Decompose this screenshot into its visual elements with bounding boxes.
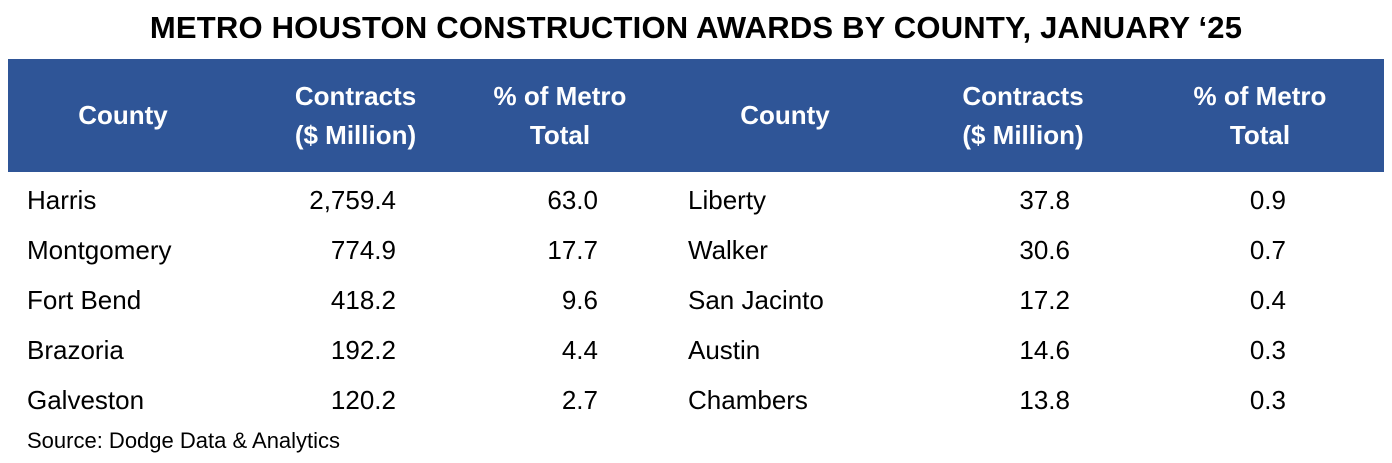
table-row: Galveston 120.2 2.7 Chambers 13.8 0.3 xyxy=(8,375,1384,425)
table-row: Fort Bend 418.2 9.6 San Jacinto 17.2 0.4 xyxy=(8,275,1384,325)
table-row: Harris 2,759.4 63.0 Liberty 37.8 0.9 xyxy=(8,175,1384,225)
county-name: Austin xyxy=(688,335,761,365)
metro-percent: 2.7 xyxy=(561,385,598,415)
table-row: Brazoria 192.2 4.4 Austin 14.6 0.3 xyxy=(8,325,1384,375)
metro-percent: 0.3 xyxy=(1249,385,1286,415)
header-pct-left-line2: Total xyxy=(529,119,591,150)
county-name: Liberty xyxy=(688,185,767,215)
metro-percent: 0.7 xyxy=(1249,235,1286,265)
contracts-value: 14.6 xyxy=(1019,335,1070,365)
contracts-value: 120.2 xyxy=(330,385,396,415)
contracts-value: 418.2 xyxy=(330,285,396,315)
contracts-value: 774.9 xyxy=(330,235,396,265)
header-pct-right-line1: % of Metro xyxy=(1193,80,1327,111)
table-row: Montgomery 774.9 17.7 Walker 30.6 0.7 xyxy=(8,225,1384,275)
header-pct-left: % of Metro Total xyxy=(470,59,650,172)
metro-percent: 9.6 xyxy=(561,285,598,315)
county-name: Fort Bend xyxy=(27,285,142,315)
county-name: Harris xyxy=(27,185,97,215)
contracts-value: 30.6 xyxy=(1019,235,1070,265)
header-contracts-right-line2: ($ Million) xyxy=(962,119,1084,150)
county-name: Galveston xyxy=(27,385,145,415)
header-pct-right: % of Metro Total xyxy=(1170,59,1350,172)
header-county-right: County xyxy=(715,59,855,172)
county-name: Brazoria xyxy=(27,335,124,365)
contracts-value: 2,759.4 xyxy=(309,185,396,215)
header-contracts-right-line1: Contracts xyxy=(962,80,1084,111)
header-contracts-left-line1: Contracts xyxy=(294,80,417,111)
metro-percent: 0.4 xyxy=(1249,285,1286,315)
table-header: County Contracts ($ Million) % of Metro … xyxy=(8,59,1384,172)
header-pct-left-line1: % of Metro xyxy=(493,80,627,111)
header-contracts-left: Contracts ($ Million) xyxy=(263,59,448,172)
metro-percent: 4.4 xyxy=(561,335,598,365)
county-name: Montgomery xyxy=(27,235,172,265)
header-county-left-label: County xyxy=(78,100,168,130)
metro-percent: 0.9 xyxy=(1249,185,1286,215)
contracts-value: 13.8 xyxy=(1019,385,1070,415)
contracts-value: 192.2 xyxy=(330,335,396,365)
table-title: METRO HOUSTON CONSTRUCTION AWARDS BY COU… xyxy=(149,10,1243,45)
county-name: Walker xyxy=(688,235,768,265)
metro-percent: 0.3 xyxy=(1249,335,1286,365)
contracts-value: 17.2 xyxy=(1019,285,1070,315)
contracts-value: 37.8 xyxy=(1019,185,1070,215)
header-county-left: County xyxy=(53,59,193,172)
metro-percent: 17.7 xyxy=(547,235,598,265)
source-note: Source: Dodge Data & Analytics xyxy=(27,428,341,453)
header-contracts-right: Contracts ($ Million) xyxy=(928,59,1118,172)
county-name: Chambers xyxy=(688,385,808,415)
header-pct-right-line2: Total xyxy=(1229,119,1291,150)
header-county-right-label: County xyxy=(740,100,830,130)
metro-percent: 63.0 xyxy=(547,185,598,215)
header-contracts-left-line2: ($ Million) xyxy=(294,119,417,150)
county-name: San Jacinto xyxy=(688,285,824,315)
